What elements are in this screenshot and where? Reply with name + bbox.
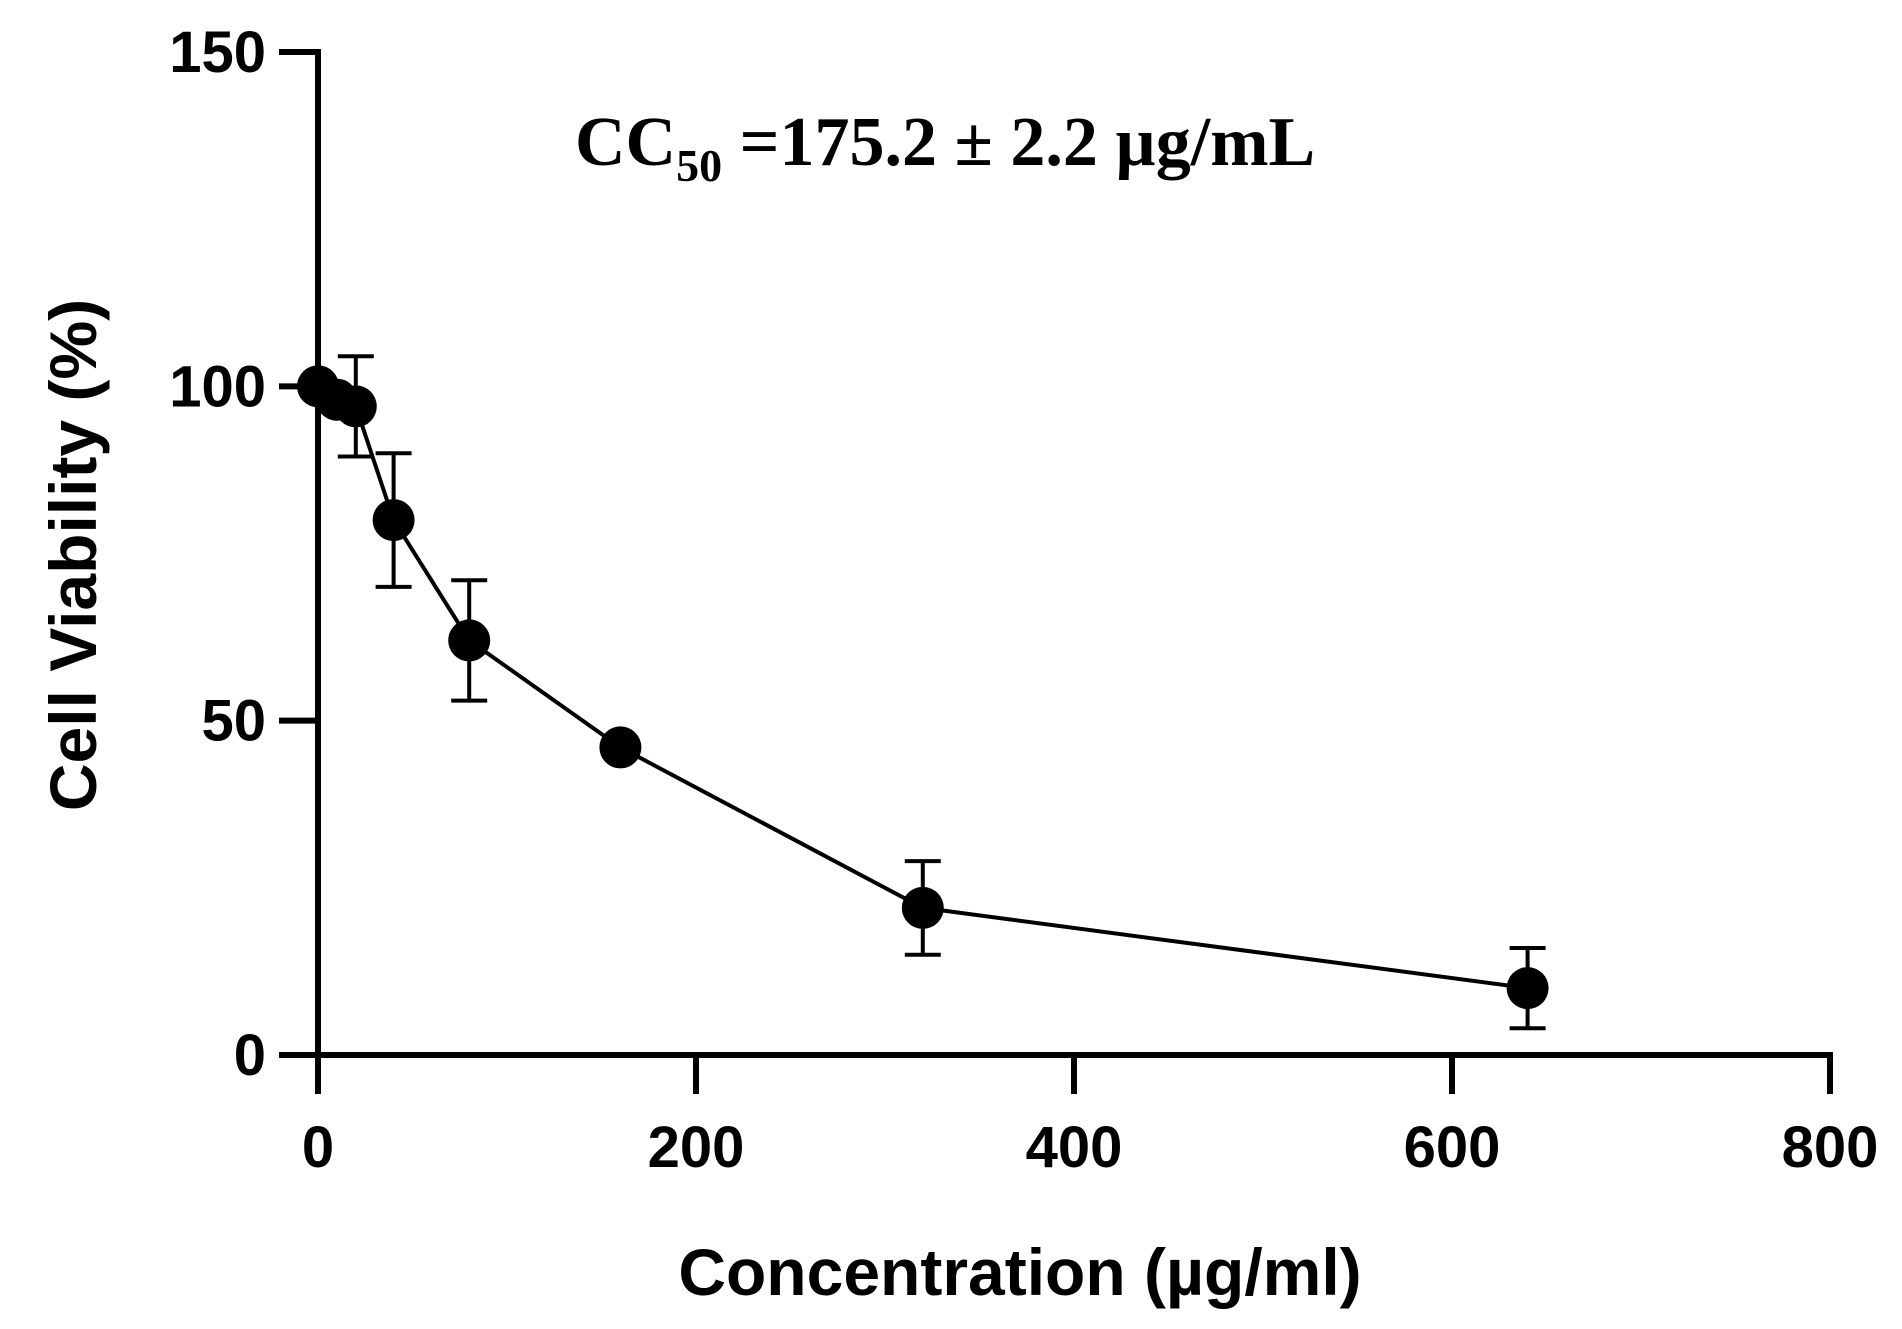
data-point [1506, 967, 1549, 1010]
annotation-prefix: CC [575, 104, 676, 181]
data-series [297, 354, 1549, 1031]
ticks: 0 50 100 150 0 200 400 600 800 [169, 20, 1878, 1180]
x-axis-title: Concentration (µg/ml) [678, 1235, 1361, 1309]
annotation-value: =175.2 ± 2.2 µg/mL [722, 104, 1315, 181]
x-tick-label: 400 [1026, 1115, 1123, 1180]
y-tick-label: 150 [169, 20, 266, 85]
data-point [901, 886, 944, 929]
cc50-annotation: CC50 =175.2 ± 2.2 µg/mL [575, 104, 1315, 191]
axes [315, 49, 1833, 1058]
x-tick-label: 800 [1782, 1115, 1879, 1180]
y-axis-title: Cell Viability (%) [36, 299, 110, 811]
y-tick-label: 100 [169, 354, 266, 419]
data-point [372, 499, 415, 542]
annotation-subscript: 50 [676, 140, 722, 191]
y-tick-label: 50 [201, 689, 266, 754]
y-tick-label: 0 [234, 1023, 266, 1088]
x-tick-label: 600 [1404, 1115, 1501, 1180]
x-tick-label: 0 [302, 1115, 334, 1180]
x-tick-label: 200 [648, 1115, 745, 1180]
data-point [448, 619, 491, 662]
data-point [599, 726, 642, 769]
data-point [334, 385, 377, 428]
